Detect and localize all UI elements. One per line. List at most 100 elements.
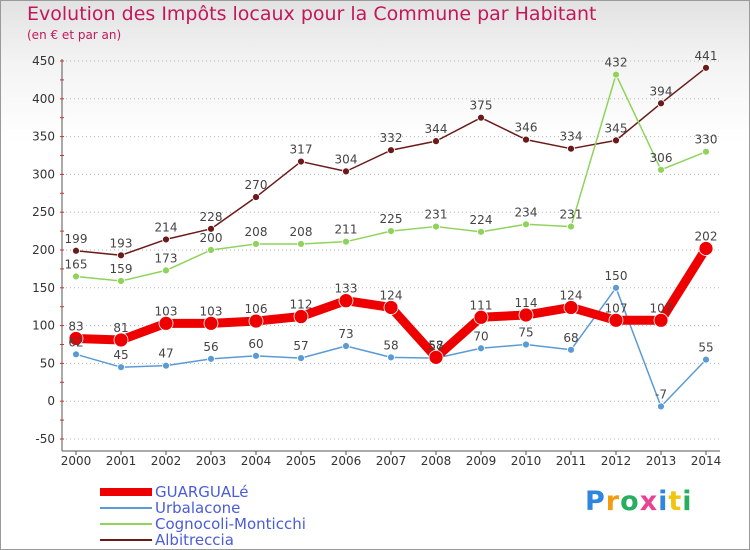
data-point xyxy=(653,312,669,328)
data-label: 330 xyxy=(695,133,718,147)
data-point xyxy=(248,313,264,329)
data-point xyxy=(567,222,575,231)
data-point xyxy=(203,315,219,331)
data-point xyxy=(432,137,440,146)
data-label: 57 xyxy=(428,339,443,353)
logo-letter: o xyxy=(620,486,640,517)
data-label: 231 xyxy=(560,208,583,222)
data-point xyxy=(162,266,170,275)
data-label: 47 xyxy=(158,347,173,361)
x-tick-label: 2005 xyxy=(286,454,317,468)
logo-letter: P xyxy=(585,486,606,517)
y-tick-label: 350 xyxy=(32,130,55,144)
y-tick-label: 0 xyxy=(47,394,55,408)
y-tick-label: 300 xyxy=(32,167,55,181)
y-tick-label: 400 xyxy=(32,92,55,106)
x-tick-label: 2010 xyxy=(511,454,542,468)
data-label: 112 xyxy=(290,298,313,312)
data-point xyxy=(252,193,260,201)
legend-swatch xyxy=(100,488,152,496)
data-label: 103 xyxy=(200,304,223,318)
data-label: 124 xyxy=(380,288,403,302)
data-point xyxy=(158,315,174,331)
legend-swatch xyxy=(100,539,152,541)
data-point xyxy=(432,222,440,231)
data-label: 57 xyxy=(293,339,308,353)
data-point xyxy=(657,402,665,411)
data-point xyxy=(162,235,170,244)
data-label: 70 xyxy=(473,329,488,343)
logo-letter: r xyxy=(605,486,621,517)
y-tick-label: 100 xyxy=(32,319,55,333)
data-label: 165 xyxy=(65,257,88,271)
data-point xyxy=(252,240,260,248)
data-point xyxy=(293,309,309,324)
data-label: 124 xyxy=(560,288,583,302)
data-label: 58 xyxy=(383,338,398,352)
x-tick-label: 2014 xyxy=(691,454,722,468)
data-point xyxy=(72,246,80,255)
x-tick-label: 2004 xyxy=(241,454,272,468)
data-point xyxy=(387,353,395,362)
data-label: 107 xyxy=(605,301,628,315)
logo-letter: x xyxy=(639,486,659,517)
x-tick-label: 2007 xyxy=(376,454,407,468)
data-label: 193 xyxy=(110,236,133,250)
data-point xyxy=(657,165,665,174)
y-tick-label: 200 xyxy=(32,243,55,257)
data-point xyxy=(702,147,710,156)
legend-label: GUARGUALé xyxy=(155,483,249,501)
data-point xyxy=(477,344,485,353)
x-tick-label: 2011 xyxy=(556,454,587,468)
data-label: 394 xyxy=(650,84,673,98)
logo-letter: t xyxy=(668,486,683,517)
data-label: 345 xyxy=(605,121,628,135)
data-point xyxy=(297,240,305,248)
data-point xyxy=(342,167,350,176)
data-label: 73 xyxy=(338,327,353,341)
x-tick-label: 2000 xyxy=(61,454,92,468)
x-tick-label: 2008 xyxy=(421,454,452,468)
data-label: 214 xyxy=(155,220,178,234)
data-label: 231 xyxy=(425,208,448,222)
data-point xyxy=(518,307,534,323)
data-point xyxy=(657,99,665,108)
y-tick-label: 250 xyxy=(32,205,55,219)
data-point xyxy=(207,224,215,233)
data-label: 346 xyxy=(515,121,538,135)
legend-swatch xyxy=(100,523,152,525)
data-point xyxy=(612,283,620,292)
chart-title: Evolution des Impôts locaux pour la Comm… xyxy=(27,3,597,25)
data-label: 270 xyxy=(245,178,268,192)
data-label: 306 xyxy=(650,151,673,165)
data-point xyxy=(207,246,215,254)
data-label: 375 xyxy=(470,99,493,113)
data-label: 334 xyxy=(560,130,583,144)
data-point xyxy=(72,272,80,281)
logo-letter: i xyxy=(658,486,669,517)
data-label: 202 xyxy=(695,229,718,243)
data-point xyxy=(162,361,170,370)
data-label: 304 xyxy=(335,152,358,166)
data-label: 332 xyxy=(380,131,403,145)
data-point xyxy=(428,349,444,365)
data-point xyxy=(612,70,620,79)
data-point xyxy=(608,312,624,328)
y-tick-label: -50 xyxy=(35,432,55,446)
data-label: 432 xyxy=(605,56,628,70)
data-label: 228 xyxy=(200,210,223,224)
data-label: 224 xyxy=(470,213,493,227)
data-label: 58 xyxy=(428,338,443,352)
legend-swatch xyxy=(100,507,152,509)
chart-subtitle: (en € et par an) xyxy=(27,28,122,42)
x-tick-label: 2009 xyxy=(466,454,497,468)
data-point xyxy=(698,241,714,256)
data-label: 208 xyxy=(245,225,268,239)
data-point xyxy=(522,135,530,144)
y-tick-label: 50 xyxy=(40,356,55,370)
data-point xyxy=(473,309,489,325)
data-point xyxy=(72,350,80,359)
data-label: 211 xyxy=(335,223,358,237)
